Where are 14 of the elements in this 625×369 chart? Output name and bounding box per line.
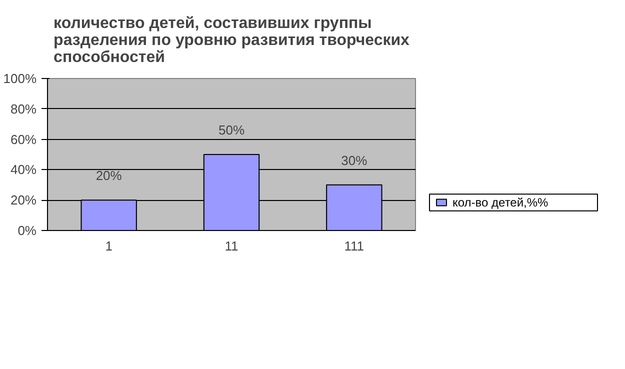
x-tick-label: 1 [105, 238, 112, 254]
y-tick-label: 80% [10, 101, 37, 116]
legend-label: кол-во детей,%% [452, 195, 549, 210]
y-tick-label: 100% [3, 71, 37, 86]
y-tick-label: 20% [10, 192, 37, 208]
y-tick-label: 0% [18, 223, 37, 238]
chart-title: количество детей, составивших группы разделения по уровню развития творческих способностей [54, 15, 410, 66]
y-tick-label: 40% [10, 162, 37, 178]
x-tick-label: 111 [344, 238, 364, 254]
data-label: 30% [341, 152, 368, 168]
data-label: 20% [96, 168, 122, 184]
x-tick-label: 11 [224, 238, 238, 254]
data-label: 50% [218, 122, 245, 138]
y-tick-label: 60% [10, 132, 37, 147]
